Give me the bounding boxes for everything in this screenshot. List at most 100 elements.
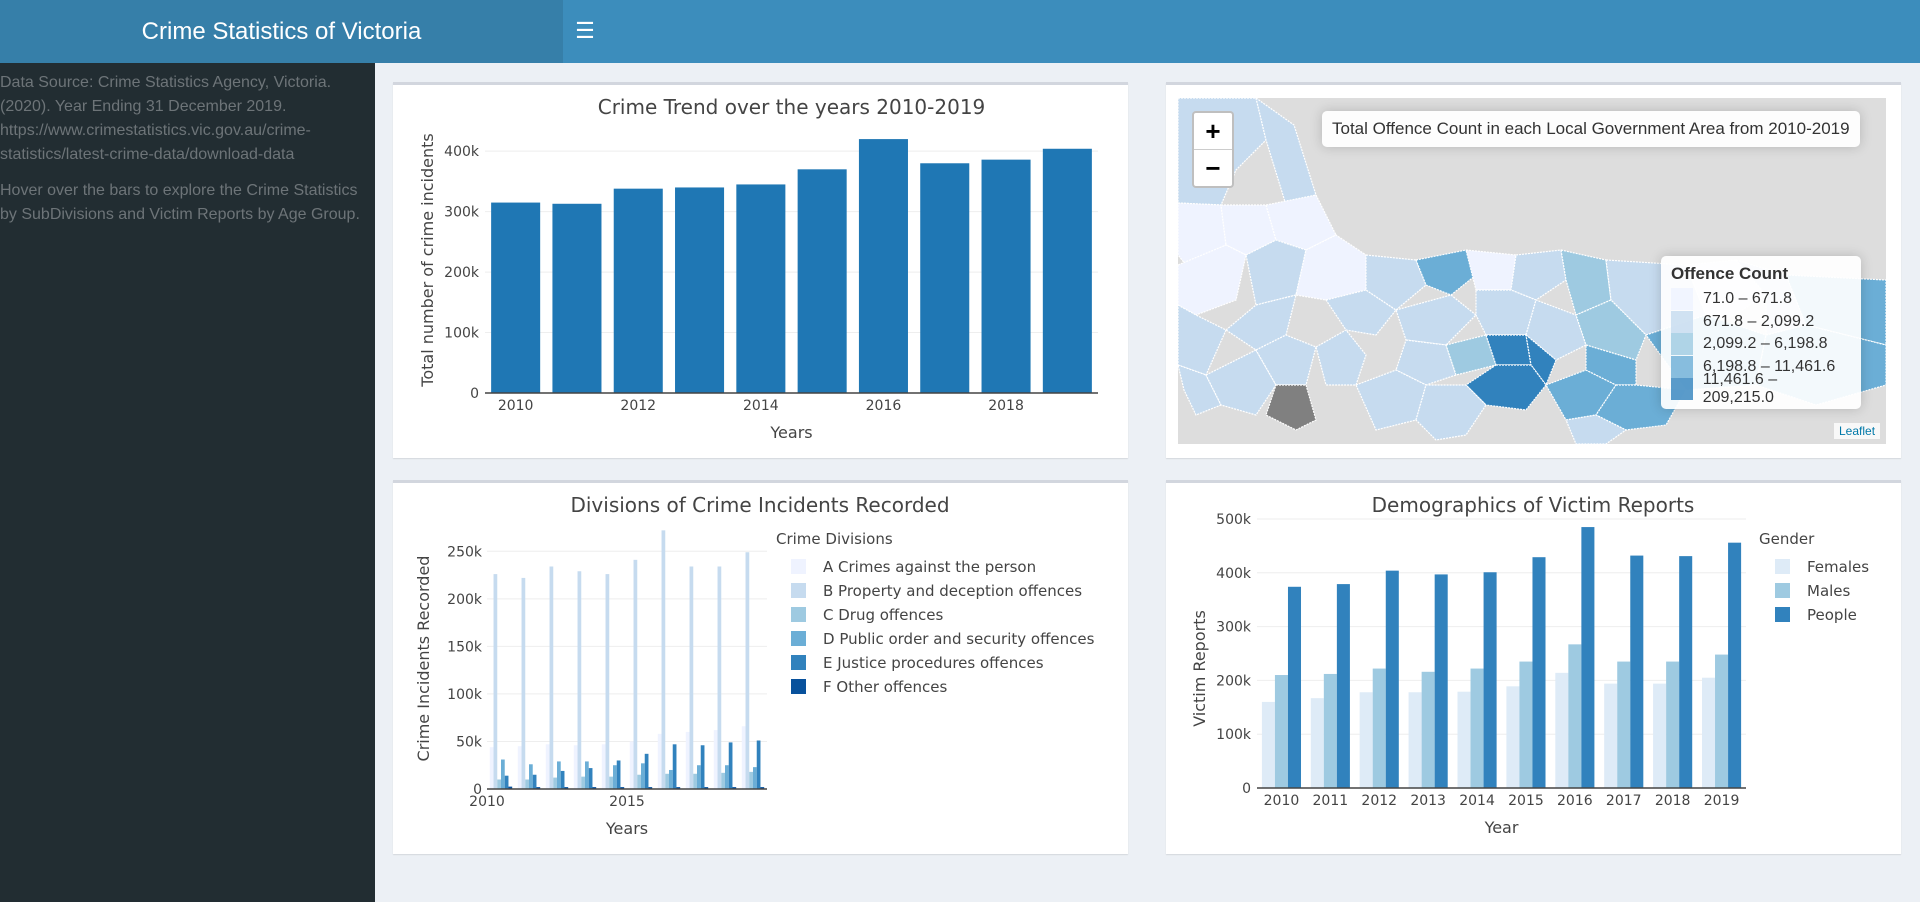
bar-males-2012[interactable] — [1372, 668, 1386, 788]
leaflet-attribution-link[interactable]: Leaflet — [1834, 423, 1881, 439]
bar-2012[interactable] — [613, 188, 663, 393]
bar-a-2011[interactable] — [517, 746, 522, 789]
bar-a-2012[interactable] — [545, 744, 550, 789]
legend-item[interactable]: D Public order and security offences — [823, 630, 1095, 648]
bar-d-2017[interactable] — [697, 765, 701, 789]
lga-region[interactable] — [1220, 204, 1277, 256]
bar-d-2014[interactable] — [613, 765, 617, 789]
bar-e-2017[interactable] — [700, 745, 705, 789]
lga-region[interactable] — [1395, 339, 1457, 386]
bar-males-2019[interactable] — [1715, 654, 1729, 788]
bar-females-2018[interactable] — [1653, 683, 1667, 788]
bar-e-2015[interactable] — [644, 753, 649, 789]
bar-2017[interactable] — [920, 163, 970, 393]
bar-people-2012[interactable] — [1385, 570, 1399, 788]
bar-females-2013[interactable] — [1408, 692, 1422, 788]
bar-c-2014[interactable] — [609, 776, 613, 789]
lga-region[interactable] — [1265, 384, 1317, 431]
bar-f-2019[interactable] — [760, 787, 765, 789]
bar-a-2018[interactable] — [713, 730, 718, 789]
legend-item[interactable]: B Property and deception offences — [823, 582, 1082, 600]
bar-b-2013[interactable] — [577, 571, 582, 789]
bar-people-2010[interactable] — [1287, 586, 1302, 788]
bar-a-2014[interactable] — [601, 744, 606, 789]
bar-c-2016[interactable] — [665, 773, 669, 789]
lga-region[interactable] — [1177, 364, 1222, 416]
legend-item[interactable]: A Crimes against the person — [823, 558, 1036, 576]
bar-females-2017[interactable] — [1604, 683, 1618, 788]
legend-item[interactable]: Females — [1807, 558, 1869, 576]
bar-males-2014[interactable] — [1470, 668, 1484, 788]
sidebar-toggle-icon[interactable]: ☰ — [575, 18, 595, 43]
bar-b-2015[interactable] — [633, 559, 638, 789]
bar-males-2013[interactable] — [1421, 671, 1435, 788]
bar-males-2011[interactable] — [1323, 673, 1337, 788]
bar-f-2018[interactable] — [732, 787, 737, 789]
bar-d-2011[interactable] — [529, 764, 533, 789]
bar-2014[interactable] — [736, 184, 786, 393]
bar-e-2012[interactable] — [560, 770, 565, 789]
bar-females-2012[interactable] — [1359, 692, 1373, 788]
bar-b-2017[interactable] — [689, 566, 694, 789]
bar-f-2010[interactable] — [508, 786, 513, 789]
bar-d-2013[interactable] — [585, 761, 589, 789]
legend-item[interactable]: F Other offences — [823, 678, 947, 696]
crime-trend-chart[interactable]: Crime Trend over the years 2010-2019 0 100… — [393, 85, 1128, 458]
bar-b-2012[interactable] — [549, 566, 554, 789]
bar-d-2018[interactable] — [725, 765, 729, 789]
bar-people-2011[interactable] — [1336, 584, 1350, 788]
bar-e-2014[interactable] — [616, 760, 621, 789]
bar-e-2019[interactable] — [756, 740, 761, 789]
lga-region[interactable] — [1177, 303, 1227, 376]
legend-item[interactable]: Males — [1807, 582, 1851, 600]
bar-a-2015[interactable] — [629, 741, 634, 789]
victim-demographics-chart[interactable]: Demographics of Victim Reports 0 100k 200k 3… — [1166, 483, 1901, 854]
bar-f-2012[interactable] — [564, 787, 569, 789]
lga-region[interactable] — [1395, 294, 1477, 346]
bar-b-2011[interactable] — [521, 577, 526, 789]
bar-2018[interactable] — [981, 159, 1031, 393]
bar-c-2010[interactable] — [497, 779, 501, 789]
bar-c-2017[interactable] — [693, 773, 697, 789]
bar-a-2016[interactable] — [657, 733, 662, 789]
bar-c-2012[interactable] — [553, 777, 557, 789]
bar-d-2016[interactable] — [669, 769, 673, 789]
bar-a-2017[interactable] — [685, 731, 690, 789]
bar-people-2018[interactable] — [1679, 556, 1693, 788]
bar-males-2010[interactable] — [1274, 675, 1288, 788]
legend-item[interactable]: People — [1807, 606, 1857, 624]
bar-e-2010[interactable] — [504, 775, 509, 789]
lga-region[interactable] — [1205, 349, 1277, 416]
bar-people-2015[interactable] — [1532, 557, 1546, 788]
bar-f-2017[interactable] — [704, 787, 709, 789]
bar-2016[interactable] — [858, 139, 908, 393]
lga-region[interactable] — [1575, 299, 1647, 361]
lga-region[interactable] — [1295, 234, 1367, 301]
bar-females-2010[interactable] — [1261, 701, 1275, 788]
bar-people-2017[interactable] — [1630, 555, 1644, 788]
bar-f-2016[interactable] — [676, 787, 681, 789]
lga-region[interactable] — [1475, 289, 1537, 336]
bar-f-2013[interactable] — [592, 787, 597, 789]
lga-region[interactable] — [1224, 294, 1297, 351]
lga-region[interactable] — [1315, 329, 1367, 386]
bar-2011[interactable] — [552, 203, 602, 393]
bar-d-2010[interactable] — [501, 759, 505, 789]
bar-2013[interactable] — [675, 187, 725, 393]
bar-b-2018[interactable] — [717, 566, 722, 789]
bar-a-2013[interactable] — [573, 745, 578, 789]
bar-people-2013[interactable] — [1434, 574, 1448, 788]
zoom-out-button[interactable]: − — [1194, 149, 1232, 186]
bar-c-2015[interactable] — [637, 774, 641, 789]
bar-2019[interactable] — [1042, 148, 1092, 393]
bar-males-2017[interactable] — [1617, 661, 1631, 788]
bar-females-2015[interactable] — [1506, 686, 1520, 788]
bar-c-2013[interactable] — [581, 776, 585, 789]
bar-f-2015[interactable] — [648, 787, 653, 789]
bar-a-2010[interactable] — [489, 747, 494, 789]
bar-a-2019[interactable] — [741, 726, 746, 789]
legend-item[interactable]: C Drug offences — [823, 606, 943, 624]
lga-region[interactable] — [1415, 384, 1487, 441]
lga-region[interactable] — [1415, 249, 1477, 296]
bar-d-2015[interactable] — [641, 763, 645, 789]
